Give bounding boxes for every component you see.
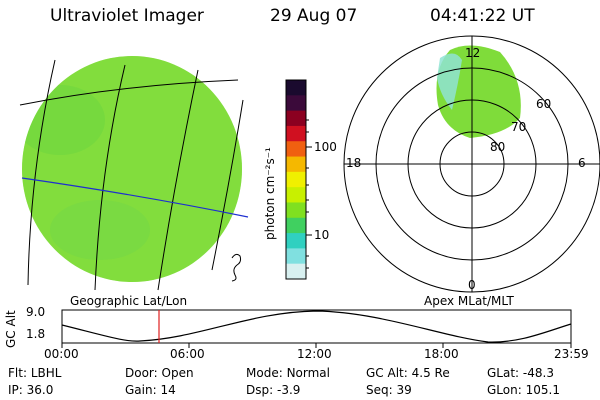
colorbar-tick-10: 10: [314, 228, 330, 242]
mlat-label-70: 70: [511, 120, 527, 134]
colorbar-unit-label: photon cm⁻²s⁻¹: [263, 147, 277, 240]
date-label: 29 Aug 07: [270, 6, 358, 26]
status-gc-alt: GC Alt: 4.5 Re: [366, 366, 450, 380]
mlt-label-0: 0: [468, 278, 476, 292]
colorbar-segment: [286, 95, 306, 112]
timeline-xtick-1: 06:00: [170, 347, 205, 361]
colorbar-segment: [286, 248, 306, 265]
status-gain: Gain: 14: [125, 383, 176, 397]
status-flt: Flt: LBHL: [8, 366, 62, 380]
status-glat: GLat: -48.3: [487, 366, 554, 380]
colorbar-segment: [286, 125, 306, 142]
status-glon: GLon: 105.1: [487, 383, 560, 397]
colorbar-segment: [286, 110, 306, 127]
timeline-xtick-4: 23:59: [554, 347, 589, 361]
timeline-xtick-2: 12:00: [297, 347, 332, 361]
status-dsp: Dsp: -3.9: [246, 383, 301, 397]
geographic-image: [19, 56, 249, 291]
timeline-ytick-max: 9.0: [26, 305, 46, 319]
polar-caption: Apex MLat/MLT: [424, 294, 514, 308]
mlt-label-6: 6: [578, 156, 586, 170]
status-seq: Seq: 39: [366, 383, 412, 397]
mlat-label-80: 80: [490, 140, 506, 154]
timeline-xtick-0: 00:00: [44, 347, 79, 361]
polar-plot: [343, 35, 600, 293]
status-door: Door: Open: [125, 366, 194, 380]
colorbar-segment: [286, 141, 306, 158]
colorbar-tick-100: 100: [314, 140, 337, 154]
colorbar-segment: [286, 202, 306, 219]
colorbar-segment: [286, 171, 306, 188]
lat-lon-grid: [19, 59, 244, 291]
colorbar-segment: [286, 233, 306, 249]
colorbar: [285, 79, 312, 280]
terminator-line: [21, 177, 249, 218]
colorbar-segment: [286, 80, 306, 96]
colorbar-segment: [286, 263, 306, 280]
time-label: 04:41:22 UT: [430, 6, 535, 26]
altitude-curve: [61, 310, 572, 343]
mlat-label-60: 60: [536, 97, 552, 111]
app-title: Ultraviolet Imager: [50, 6, 204, 26]
colorbar-segment: [286, 187, 306, 203]
altitude-timeline: [61, 309, 572, 348]
timeline-axis-label: GC Alt: [4, 310, 18, 348]
timeline-ytick-min: 1.8: [26, 327, 46, 341]
status-ip: IP: 36.0: [8, 383, 54, 397]
mlt-label-18: 18: [346, 156, 362, 170]
geographic-caption: Geographic Lat/Lon: [70, 294, 188, 308]
colorbar-segment: [286, 156, 306, 173]
colorbar-segment: [286, 217, 306, 234]
coastline: [231, 253, 242, 282]
timeline-xtick-3: 18:00: [424, 347, 459, 361]
mlt-label-12: 12: [465, 46, 481, 60]
status-mode: Mode: Normal: [246, 366, 330, 380]
